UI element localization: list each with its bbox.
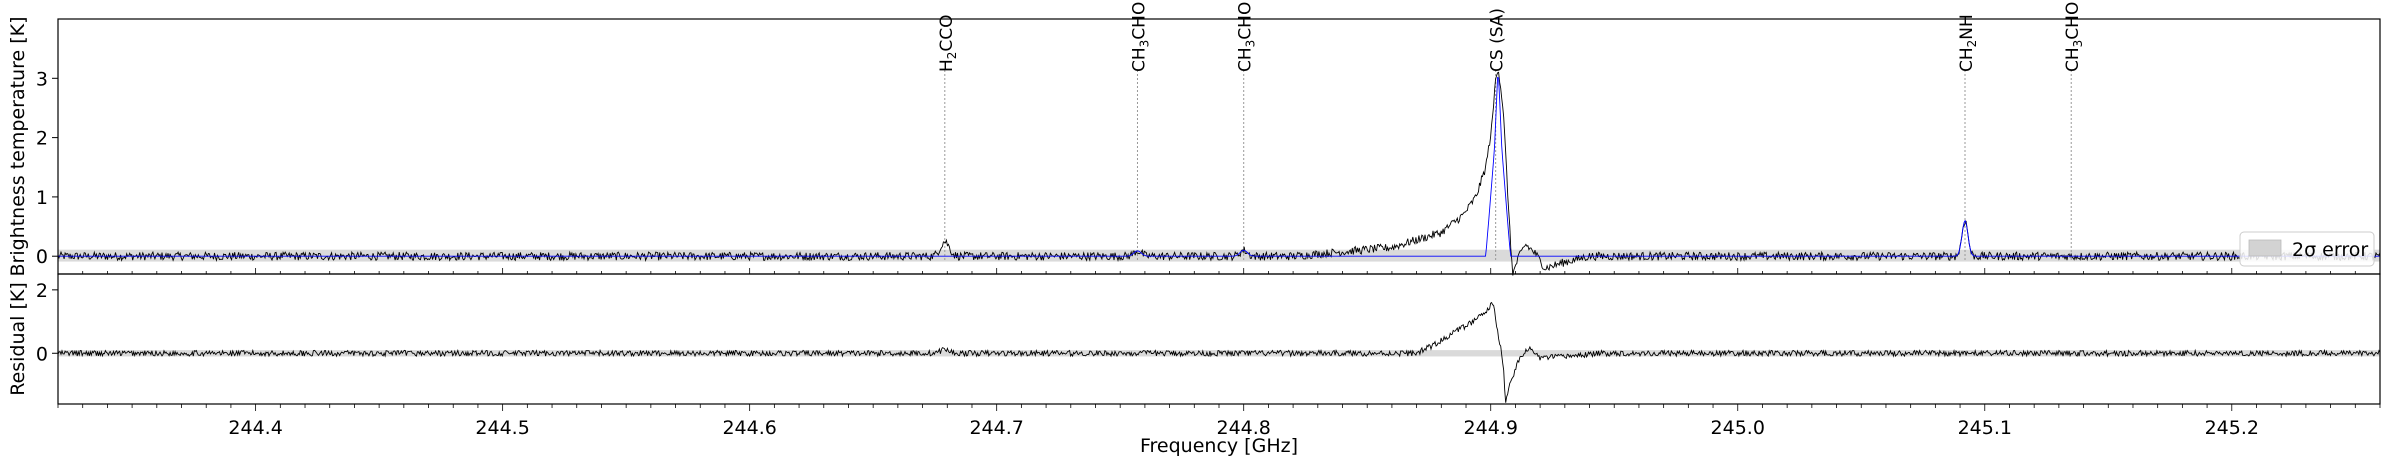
x-axis-label: Frequency [GHz] (1140, 435, 1298, 457)
top-y-tick-label: 3 (36, 68, 48, 90)
bottom-y-tick-label: 0 (36, 343, 48, 365)
line-marker-label: CS (SA) (1488, 8, 1508, 72)
top-error-band (58, 249, 2380, 262)
legend-swatch (2248, 239, 2282, 257)
top-panel: H2CCO CH3CHO CH3CHO CS (SA) CH2NH CH3CHO 0 1 2 3… (7, 2, 2381, 277)
legend-label: 2σ error (2292, 239, 2368, 261)
x-tick-label: 245.1 (1958, 417, 2012, 439)
top-y-tick-label: 2 (36, 128, 48, 150)
residual-line (57, 301, 2381, 403)
x-tick-label: 244.4 (228, 417, 282, 439)
line-marker-label: CH3CHO (2063, 2, 2085, 72)
line-marker-label: H2CCO (937, 14, 959, 72)
x-tick-label: 244.9 (1464, 417, 1518, 439)
line-marker-label: CH2NH (1957, 14, 1979, 72)
model-spectrum-line (58, 76, 2380, 257)
x-tick-label: 244.6 (722, 417, 776, 439)
bottom-x-tick-group: 244.4 244.5 244.6 244.7 244.8 244.9 245.0 245.1… (57, 404, 2381, 439)
bottom-y-tick-label: 2 (36, 280, 48, 302)
bottom-y-tick-group: 02 (36, 280, 58, 365)
top-y-axis-label: Brightness temperature [K] (7, 17, 29, 277)
x-tick-label: 245.0 (1711, 417, 1765, 439)
x-tick-label: 244.5 (475, 417, 529, 439)
bottom-panel: 02 244.4 244.5 244.6 244.7 244.8 244.9 245.0 24… (7, 273, 2381, 457)
top-y-tick-label: 1 (36, 187, 48, 209)
x-tick-label: 245.2 (2205, 417, 2259, 439)
legend: 2σ error (2239, 231, 2375, 267)
x-tick-label: 244.7 (969, 417, 1023, 439)
line-marker-label: CH3CHO (1129, 2, 1151, 72)
line-marker-group: H2CCO CH3CHO CH3CHO CS (SA) CH2NH CH3CHO (937, 2, 2085, 260)
x-tick-label: 244.8 (1216, 417, 1270, 439)
top-y-tick-group: 0 1 2 3 (36, 68, 58, 268)
top-y-tick-label: 0 (36, 246, 48, 268)
bottom-error-band (58, 350, 2380, 357)
bottom-y-axis-label: Residual [K] (7, 282, 29, 396)
line-marker-label: CH3CHO (1236, 2, 1258, 72)
